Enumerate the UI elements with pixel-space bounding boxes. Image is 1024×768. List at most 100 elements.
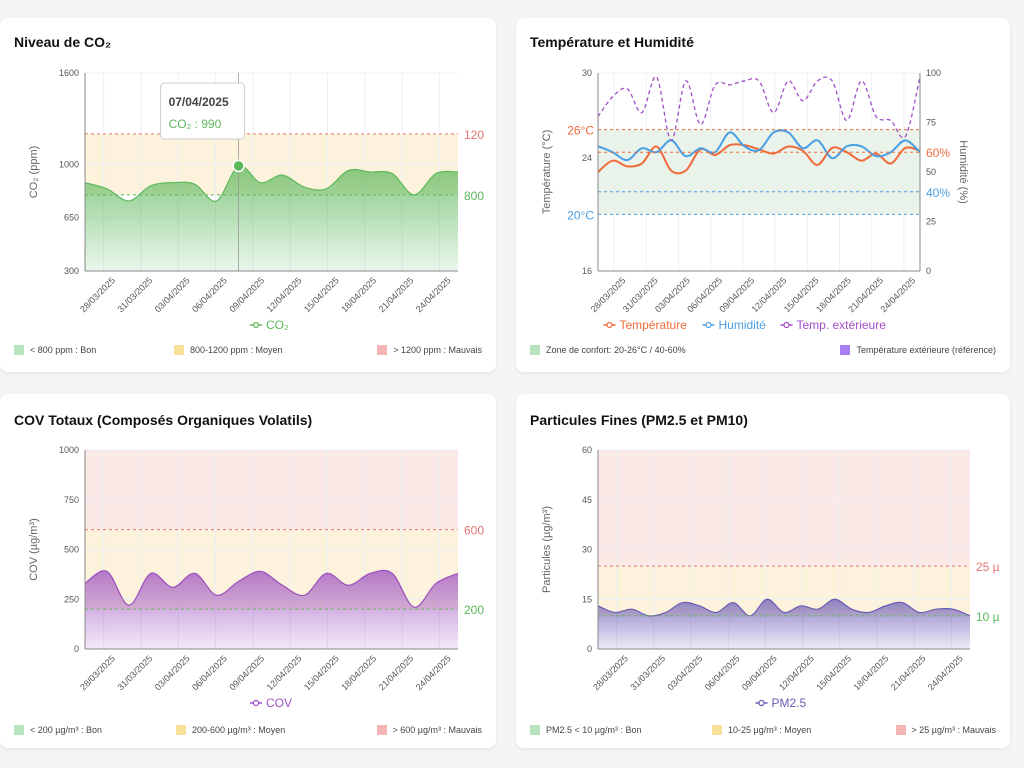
- y-tick-label: 1000: [59, 445, 79, 455]
- legend-item-good: < 800 ppm : Bon: [14, 345, 96, 355]
- series-line-COV: [84, 569, 459, 608]
- reference-label: 200: [464, 603, 484, 617]
- y-tick-label: 45: [582, 495, 592, 505]
- danger-zone-band: [85, 450, 458, 530]
- co2-legend: < 800 ppm : Bon 800-1200 ppm : Moyen > 1…: [14, 345, 482, 359]
- legend-item-outside: Température extérieure (référence): [840, 345, 996, 355]
- tooltip-box: [160, 82, 246, 140]
- x-tick-label: 06/04/2025: [703, 653, 742, 692]
- x-tick-label: 09/04/2025: [227, 275, 266, 314]
- legend-label: > 600 µg/m³ : Mauvais: [392, 725, 482, 735]
- legend-swatch: [895, 725, 906, 735]
- x-tick-label: 15/04/2025: [302, 275, 341, 314]
- legend-entry-Température: Température: [620, 318, 688, 332]
- x-tick-label: 21/04/2025: [889, 653, 928, 692]
- x-tick-label: 28/03/2025: [78, 275, 117, 314]
- y-tick-label: 24: [582, 153, 592, 163]
- legend-swatch: [530, 725, 540, 735]
- y-tick-label: 60: [582, 445, 592, 455]
- reference-label: 10 µ: [976, 610, 1000, 624]
- x-tick-label: 06/04/2025: [190, 653, 229, 692]
- pm-chart: 25 µ 10 µ 0 15 30 45 60 Particules (µg/m³) 28/03…: [541, 445, 1000, 710]
- reference-label: 26°C: [567, 124, 594, 138]
- zone-band: [598, 129, 920, 215]
- legend-marker: [606, 321, 613, 329]
- legend-swatch: [174, 345, 184, 355]
- legend-entry-Humidité: Humidité: [719, 318, 767, 332]
- legend-item-medium: 10-25 µg/m³ : Moyen: [712, 725, 811, 735]
- y-tick-label: 750: [64, 495, 79, 505]
- y2-axis-label: Humidité (%): [957, 140, 969, 204]
- y-axis-label: Particules (µg/m³): [541, 506, 553, 593]
- x-tick-label: 09/04/2025: [740, 653, 779, 692]
- co2-card: Niveau de CO₂ 120 800 300 650 1000 1600 CO₂ (p…: [0, 18, 496, 372]
- cov-chart: 600 200 0 250 500 750 1000 COV (µg/m³) 28/03/202…: [28, 445, 484, 710]
- legend-item-bad: > 25 µg/m³ : Mauvais: [895, 725, 996, 735]
- legend-swatch: [14, 345, 24, 355]
- legend-item-medium: 200-600 µg/m³ : Moyen: [176, 725, 285, 735]
- y-tick-label: 300: [64, 266, 79, 276]
- y-tick-label: 1600: [59, 68, 79, 78]
- temp-card: Température et Humidité 26°C 20°C 60% 40% 16…: [516, 18, 1010, 372]
- y-axis-label: CO₂ (ppm): [28, 146, 40, 199]
- x-tick-label: 15/04/2025: [302, 653, 341, 692]
- reference-label: 40%: [926, 186, 950, 200]
- legend-label: Zone de confort: 20-26°C / 40-60%: [546, 345, 686, 355]
- x-tick-label: 12/04/2025: [265, 275, 304, 314]
- cov-legend: < 200 µg/m³ : Bon 200-600 µg/m³ : Moyen …: [14, 725, 482, 739]
- legend-item-bad: > 600 µg/m³ : Mauvais: [376, 725, 482, 735]
- cov-card-title: COV Totaux (Composés Organiques Volatils…: [14, 412, 313, 428]
- y2-tick-label: 0: [926, 266, 931, 276]
- y-tick-label: 16: [582, 266, 592, 276]
- area-fill-CO₂: [85, 165, 458, 271]
- danger-zone-band: [598, 450, 970, 567]
- y-tick-label: 15: [582, 594, 592, 604]
- temp-chart: 26°C 20°C 60% 40% 16 24 30 0 25 50 75 100 Températur…: [541, 68, 969, 332]
- reference-label: 20°C: [567, 208, 594, 222]
- legend-marker: [705, 321, 712, 329]
- tooltip-date: 07/04/2025: [169, 95, 229, 109]
- x-tick-label: 15/04/2025: [814, 653, 853, 692]
- x-tick-label: 03/04/2025: [665, 653, 704, 692]
- y2-tick-label: 25: [926, 217, 936, 227]
- legend-marker: [252, 699, 260, 707]
- legend-marker: [252, 321, 260, 329]
- x-tick-label: 03/04/2025: [153, 653, 192, 692]
- legend-label: > 25 µg/m³ : Mauvais: [911, 725, 996, 735]
- x-tick-label: 31/03/2025: [115, 275, 154, 314]
- pm-legend: PM2.5 < 10 µg/m³ : Bon 10-25 µg/m³ : Moy…: [530, 725, 996, 739]
- legend-item-bad: > 1200 ppm : Mauvais: [377, 345, 482, 355]
- legend-label: 10-25 µg/m³ : Moyen: [728, 725, 812, 735]
- pm-card: Particules Fines (PM2.5 et PM10) 25 µ 10 …: [516, 394, 1010, 748]
- x-tick-label: 28/03/2025: [591, 653, 630, 692]
- reference-label: 120: [464, 128, 484, 142]
- y-tick-label: 250: [64, 594, 79, 604]
- reference-label: 600: [464, 524, 484, 538]
- y-axis-label: COV (µg/m³): [28, 518, 40, 581]
- legend-swatch: [377, 345, 388, 355]
- x-tick-label: 18/04/2025: [339, 275, 378, 314]
- y-tick-label: 650: [64, 213, 79, 223]
- legend-label: Température extérieure (référence): [856, 345, 996, 355]
- y-axis-label: Température (°C): [541, 130, 553, 214]
- legend-marker: [783, 321, 790, 329]
- legend-swatch: [176, 725, 186, 735]
- x-tick-label: 06/04/2025: [190, 275, 229, 314]
- x-tick-label: 24/04/2025: [414, 275, 453, 314]
- temp-card-title: Température et Humidité: [530, 34, 694, 50]
- x-tick-label: 12/04/2025: [777, 653, 816, 692]
- legend-item-medium: 800-1200 ppm : Moyen: [174, 345, 283, 355]
- co2-card-title: Niveau de CO₂: [14, 34, 112, 50]
- x-tick-label: 21/04/2025: [377, 275, 416, 314]
- legend-label: > 1200 ppm : Mauvais: [393, 345, 482, 355]
- co2-chart: 120 800 300 650 1000 1600 CO₂ (ppm) 28/03/20253…: [28, 68, 484, 332]
- legend-swatch: [712, 725, 722, 735]
- x-tick-label: 21/04/2025: [377, 653, 416, 692]
- legend-swatch: [14, 725, 24, 735]
- x-tick-label: 03/04/2025: [153, 275, 192, 314]
- reference-label: 25 µ: [976, 560, 1000, 574]
- y-tick-label: 500: [64, 545, 79, 555]
- series-line-CO₂: [84, 165, 459, 202]
- legend-marker: [758, 699, 765, 707]
- x-tick-label: 24/04/2025: [878, 275, 917, 314]
